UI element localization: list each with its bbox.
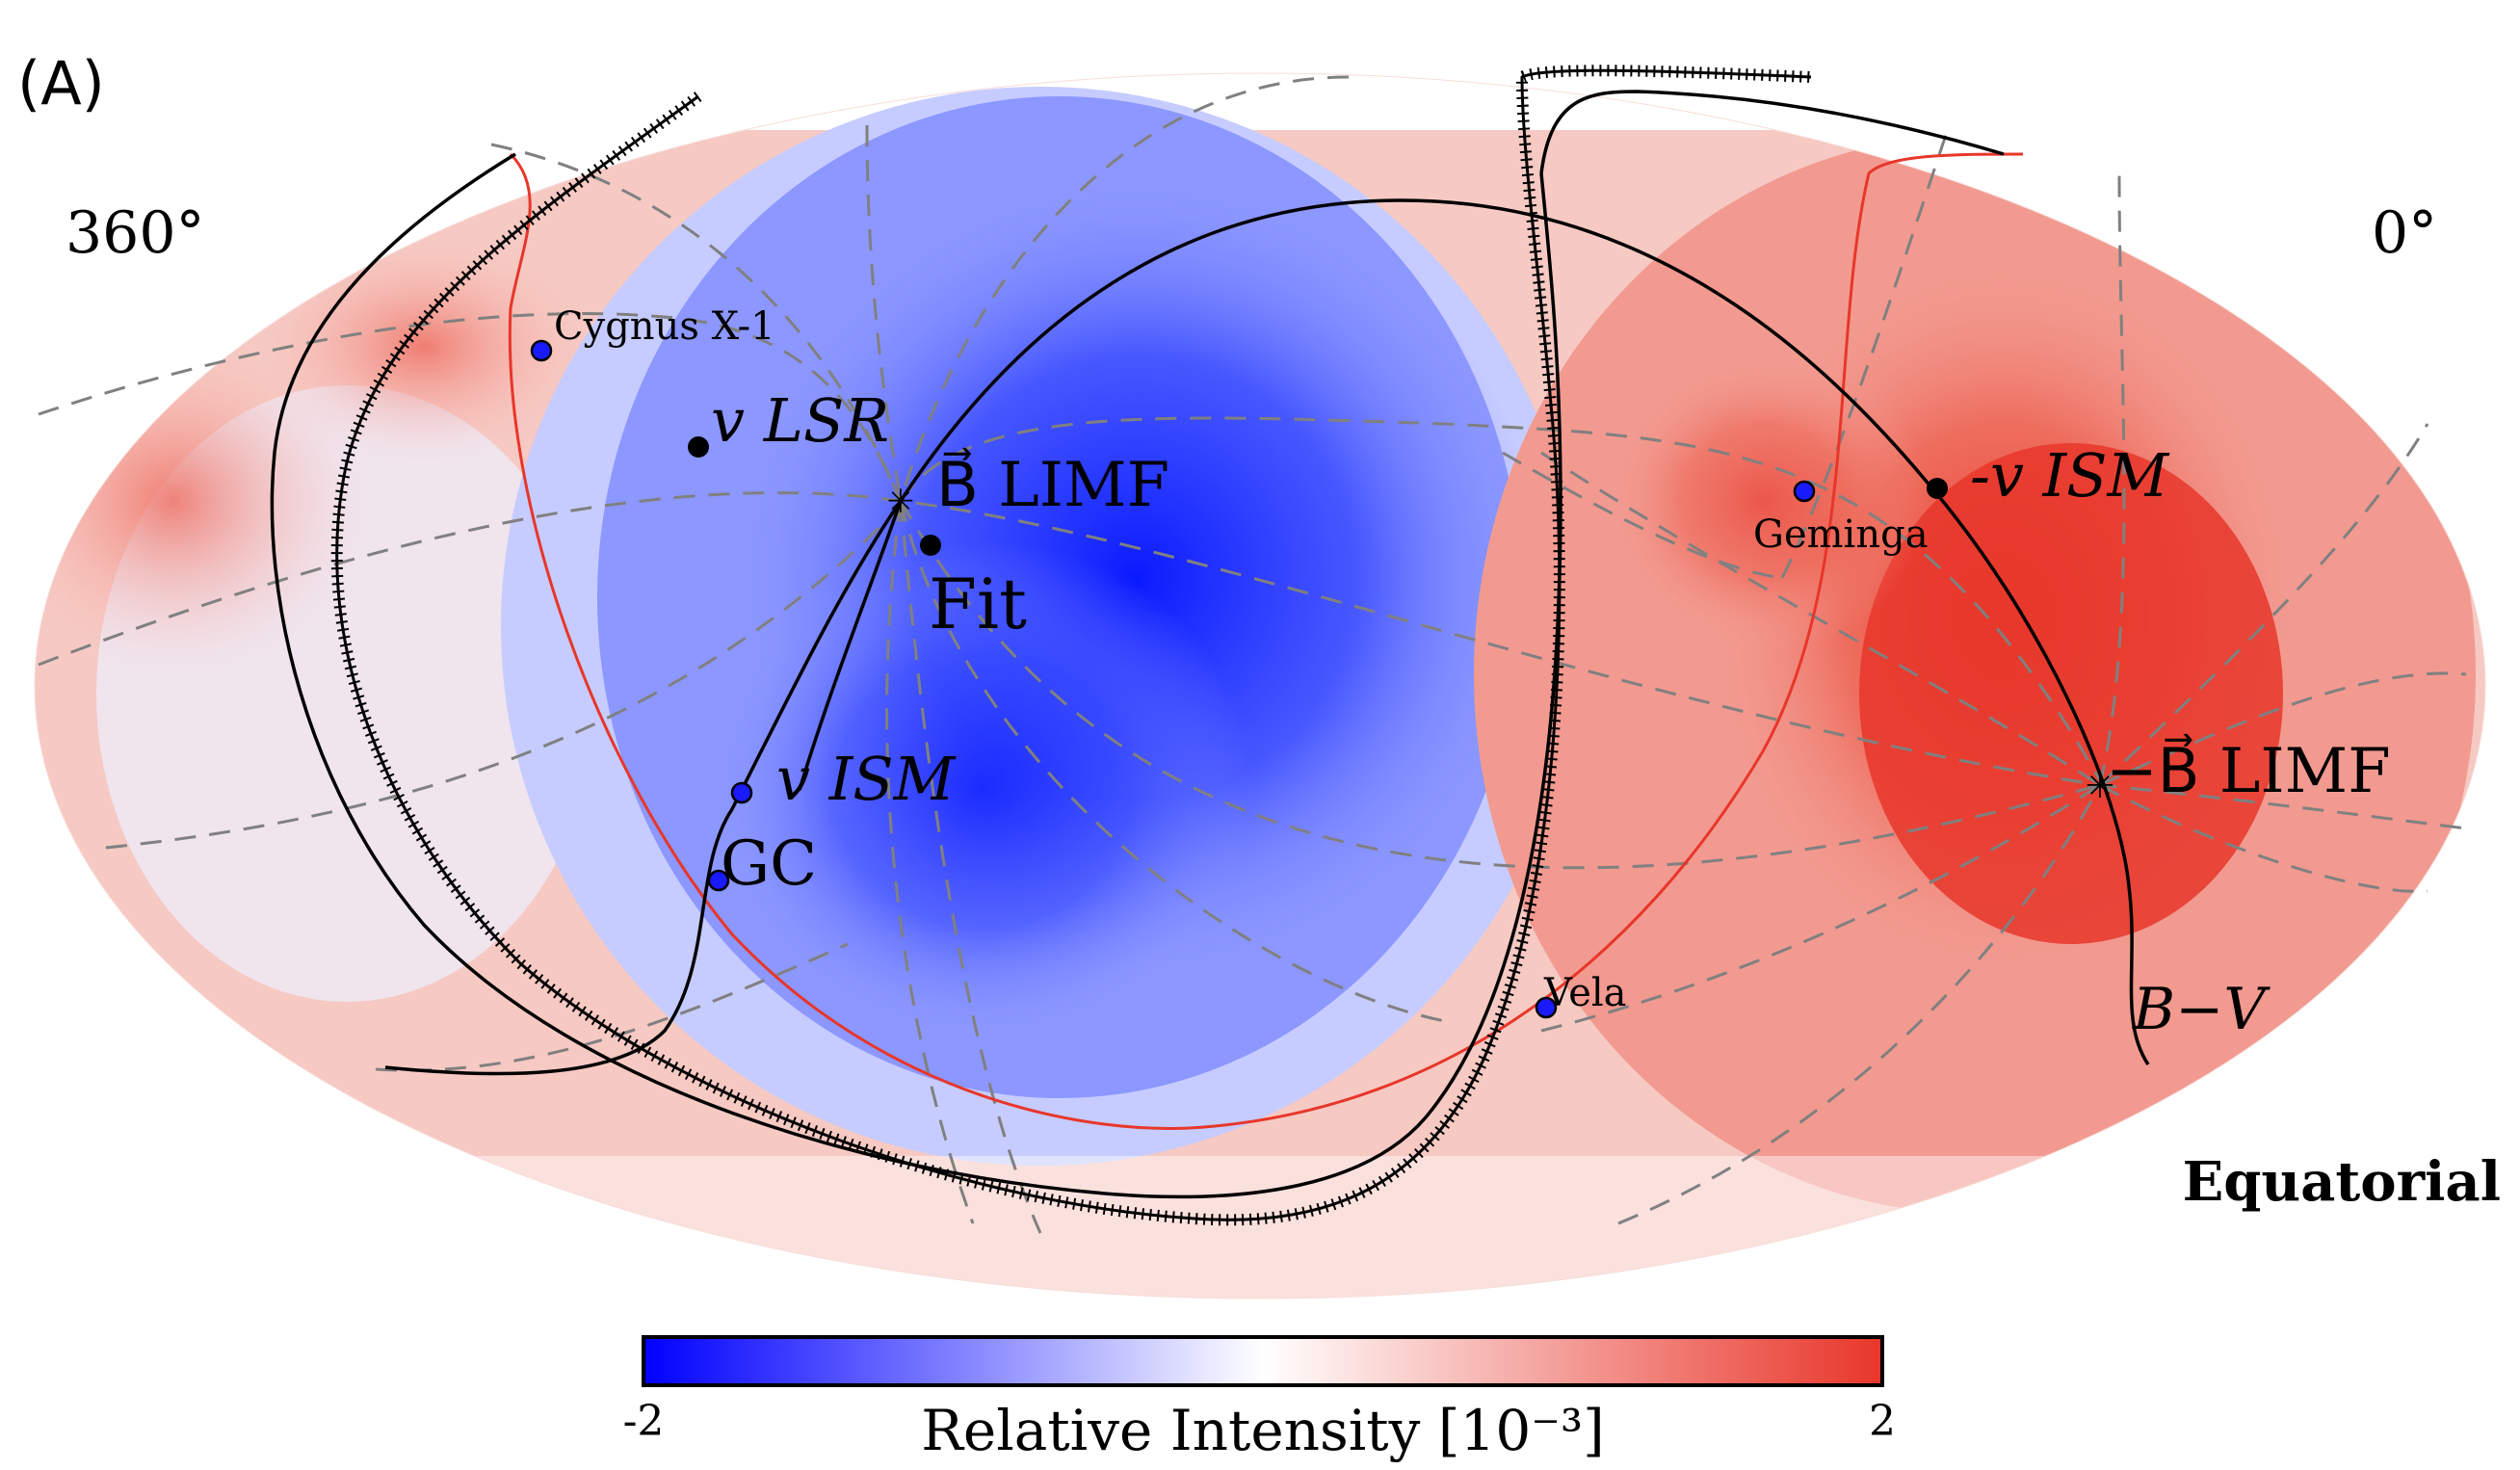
vela-label: Vela — [1543, 971, 1627, 1015]
gc-marker — [707, 869, 730, 892]
b-limf-star-icon: ✳ — [887, 483, 915, 521]
limf-circle-return — [798, 500, 903, 791]
neg-v-ism-marker — [1927, 478, 1948, 499]
colorbar — [642, 1335, 1884, 1387]
b-limf-label: B⃗ LIMF — [936, 447, 1169, 521]
ra-left-label: 360° — [66, 199, 205, 267]
neg-v-ism-label: -v ISM — [1970, 440, 2170, 511]
frame-label: Equatorial — [2183, 1150, 2501, 1214]
b-minus-v-label: B−V — [2132, 976, 2271, 1043]
fit-label: Fit — [929, 564, 1027, 644]
fit-marker — [920, 535, 941, 556]
cygnus-x1-label: Cygnus X-1 — [554, 304, 775, 349]
neg-b-limf-label: −B⃗ LIMF — [2106, 733, 2391, 807]
v-lsr-marker — [688, 436, 709, 458]
v-ism-marker — [730, 781, 753, 804]
red-curve — [508, 152, 2024, 1130]
vela-marker — [1535, 996, 1558, 1019]
panel-label: (A) — [17, 48, 105, 118]
geminga-marker — [1793, 480, 1816, 503]
neg-b-limf-star-icon: ✳ — [2086, 767, 2114, 806]
colorbar-max-label: 2 — [1869, 1397, 1896, 1446]
top-right-arc — [1539, 90, 2005, 174]
gc-label: GC — [721, 828, 817, 900]
ra-right-label: 0° — [2372, 199, 2437, 267]
colorbar-label: Relative Intensity [10⁻³] — [921, 1398, 1605, 1463]
v-ism-label: v ISM — [776, 744, 957, 814]
coordinate-grid — [38, 75, 2467, 1234]
v-lsr-label: v LSR — [711, 385, 889, 456]
cygnus-x1-marker — [530, 339, 553, 362]
colorbar-min-label: -2 — [623, 1397, 665, 1446]
geminga-label: Geminga — [1753, 512, 1929, 557]
limf-circle — [384, 198, 2150, 1076]
